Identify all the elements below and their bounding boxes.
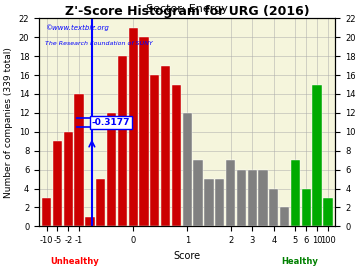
Text: -0.3177: -0.3177 <box>92 118 130 127</box>
Bar <box>280 207 289 227</box>
Bar <box>204 179 213 227</box>
Bar <box>139 37 149 227</box>
Title: Z'-Score Histogram for URG (2016): Z'-Score Histogram for URG (2016) <box>65 5 310 18</box>
Bar <box>42 198 51 227</box>
Bar <box>96 179 105 227</box>
X-axis label: Score: Score <box>174 251 201 261</box>
Bar <box>226 160 235 227</box>
Bar <box>64 132 73 227</box>
Bar <box>323 198 333 227</box>
Bar <box>172 85 181 227</box>
Bar <box>107 113 116 227</box>
Bar <box>302 188 311 227</box>
Bar <box>183 113 192 227</box>
Bar <box>215 179 224 227</box>
Bar <box>150 75 159 227</box>
Bar <box>248 170 257 227</box>
Bar <box>161 66 170 227</box>
Bar <box>258 170 267 227</box>
Text: ©www.textbiz.org: ©www.textbiz.org <box>45 25 109 31</box>
Bar <box>118 56 127 227</box>
Bar <box>269 188 278 227</box>
Bar <box>312 85 322 227</box>
Bar <box>237 170 246 227</box>
Text: Sector: Energy: Sector: Energy <box>147 4 228 14</box>
Bar <box>129 28 138 227</box>
Bar <box>291 160 300 227</box>
Bar <box>85 217 95 227</box>
Bar <box>193 160 203 227</box>
Text: The Research Foundation of SUNY: The Research Foundation of SUNY <box>45 41 153 46</box>
Text: Healthy: Healthy <box>282 257 318 266</box>
Text: Unhealthy: Unhealthy <box>50 257 99 266</box>
Y-axis label: Number of companies (339 total): Number of companies (339 total) <box>4 47 13 198</box>
Bar <box>53 141 62 227</box>
Bar <box>75 94 84 227</box>
